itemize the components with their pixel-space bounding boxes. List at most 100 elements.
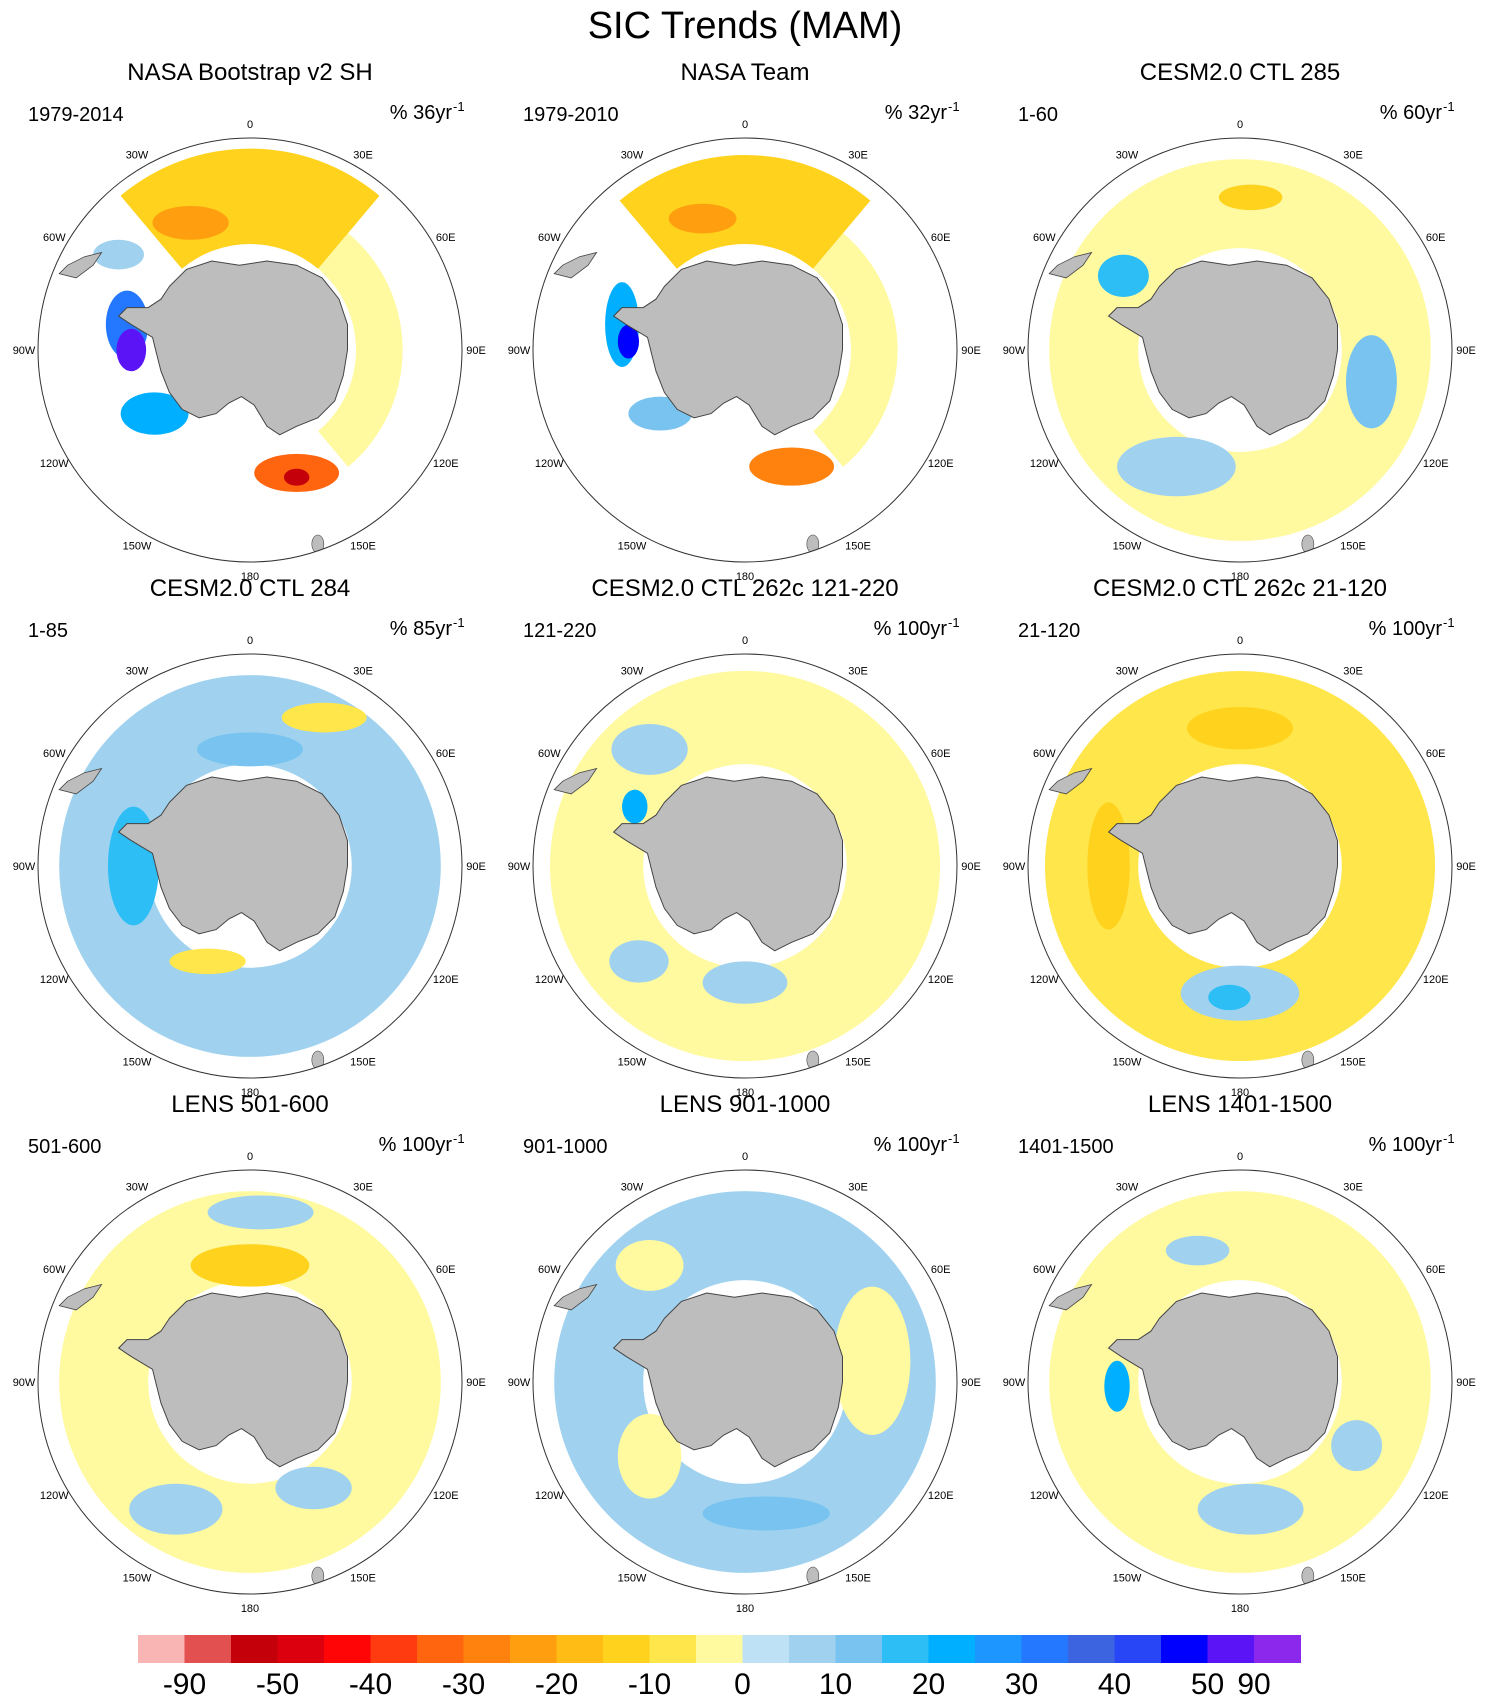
longitude-label: 60E: [931, 1264, 951, 1276]
colorbar-swatch: [184, 1635, 232, 1663]
colorbar-swatch: [1207, 1635, 1255, 1663]
longitude-label: 180: [736, 571, 754, 583]
trend-region: [1331, 1420, 1383, 1472]
panel-period: 1979-2010: [523, 104, 619, 126]
longitude-label: 90E: [466, 861, 486, 873]
longitude-label: 30W: [126, 1181, 149, 1193]
panel-title: CESM2.0 CTL 284: [150, 575, 351, 602]
longitude-label: 150E: [350, 1573, 376, 1585]
longitude-label: 150E: [1340, 541, 1366, 553]
colorbar-tick-label: 0: [734, 1668, 751, 1701]
longitude-label: 0: [1237, 1151, 1243, 1163]
longitude-label: 60E: [1426, 748, 1446, 760]
panel-units-exponent: -1: [948, 1131, 960, 1146]
map-panel: 0 30E 60E 90E 120E 150E 180 150W 120W 90W 60W 30W CE…: [13, 575, 486, 1099]
south-america-landmass: [58, 767, 103, 795]
longitude-label: 150W: [618, 1057, 647, 1069]
colorbar-swatch: [231, 1635, 278, 1663]
trend-region: [207, 1195, 314, 1230]
longitude-label: 150E: [1340, 1057, 1366, 1069]
antarctica-landmass: [117, 260, 348, 436]
longitude-label: 30E: [353, 1181, 373, 1193]
panel-period: 1-85: [28, 620, 68, 642]
map-panel: 0 30E 60E 90E 120E 150E 180 150W 120W 90W 60W 30W LE…: [1003, 1091, 1476, 1615]
colorbar: -90 -50 -40 -30 -20 -10 0 10 20 30 40 50 90: [138, 1635, 1301, 1701]
longitude-label: 0: [247, 635, 253, 647]
trend-region: [129, 1483, 223, 1535]
trend-region: [197, 732, 303, 767]
longitude-label: 180: [736, 1603, 754, 1615]
longitude-label: 90E: [1456, 1377, 1476, 1389]
map-boundary: [532, 137, 958, 563]
south-america-landmass: [1048, 1283, 1093, 1311]
panel-units-exponent: -1: [948, 99, 960, 114]
longitude-label: 30W: [621, 665, 644, 677]
map-panel: 0 30E 60E 90E 120E 150E 180 150W 120W 90W 60W 30W CE…: [1003, 59, 1476, 583]
longitude-label: 90W: [508, 861, 531, 873]
new-zealand-landmass: [806, 1050, 820, 1070]
south-america-landmass: [58, 251, 103, 279]
longitude-label: 90E: [1456, 861, 1476, 873]
south-america-landmass: [553, 1283, 598, 1311]
panel-period: 21-120: [1018, 620, 1080, 642]
trend-region: [283, 468, 310, 486]
colorbar-swatch: [603, 1635, 650, 1663]
trend-region: [1097, 254, 1149, 297]
colorbar-swatch: [324, 1635, 371, 1663]
trend-region: [702, 961, 788, 1004]
longitude-label: 30E: [848, 1181, 868, 1193]
longitude-label: 150W: [1113, 1573, 1142, 1585]
longitude-label: 0: [742, 635, 748, 647]
panel-period: 501-600: [28, 1136, 101, 1158]
colorbar-swatch: [975, 1635, 1022, 1663]
colorbar-swatch: [835, 1635, 883, 1663]
longitude-label: 0: [742, 1151, 748, 1163]
trend-region: [834, 1286, 911, 1436]
longitude-label: 180: [241, 1603, 259, 1615]
longitude-label: 60E: [436, 748, 456, 760]
longitude-label: 180: [1231, 1603, 1249, 1615]
longitude-label: 90E: [466, 1377, 486, 1389]
panel-units-exponent: -1: [1443, 615, 1455, 630]
trend-region: [152, 205, 229, 240]
colorbar-swatch: [417, 1635, 464, 1663]
trend-region: [668, 203, 737, 234]
colorbar-tick-label: 90: [1237, 1668, 1270, 1701]
panel-period: 1401-1500: [1018, 1136, 1114, 1158]
longitude-label: 30W: [1116, 665, 1139, 677]
trend-region: [1346, 335, 1397, 429]
panel-units: % 36yr: [390, 102, 453, 124]
longitude-label: 0: [742, 119, 748, 131]
trend-region: [622, 789, 648, 824]
colorbar-tick-label: -30: [442, 1668, 485, 1701]
longitude-label: 90W: [13, 861, 36, 873]
trend-field: [1044, 670, 1436, 1070]
colorbar-tick-label: -10: [628, 1668, 671, 1701]
new-zealand-landmass: [311, 534, 325, 554]
new-zealand-landmass: [311, 1566, 325, 1586]
panel-units: % 100yr: [379, 1134, 453, 1156]
trend-region: [1208, 984, 1251, 1011]
trend-region: [116, 328, 147, 372]
longitude-label: 90W: [13, 1377, 36, 1389]
trend-region: [1165, 1235, 1230, 1266]
south-america-landmass: [553, 251, 598, 279]
longitude-label: 150W: [1113, 1057, 1142, 1069]
longitude-label: 180: [241, 1087, 259, 1099]
longitude-label: 150E: [845, 541, 871, 553]
panel-units-exponent: -1: [453, 1131, 465, 1146]
longitude-label: 120E: [928, 974, 954, 986]
colorbar-swatch: [1021, 1635, 1069, 1663]
longitude-label: 0: [1237, 635, 1243, 647]
colorbar-swatch: [1254, 1635, 1301, 1663]
trend-region: [281, 702, 367, 733]
map-boundary: [37, 653, 463, 1079]
longitude-label: 90E: [961, 1377, 981, 1389]
trend-region: [617, 324, 640, 359]
panel-units: % 100yr: [1369, 618, 1443, 640]
longitude-label: 30E: [848, 149, 868, 161]
trend-region: [318, 233, 403, 467]
panel-title: CESM2.0 CTL 285: [1140, 59, 1341, 86]
map-boundary: [1027, 653, 1453, 1079]
